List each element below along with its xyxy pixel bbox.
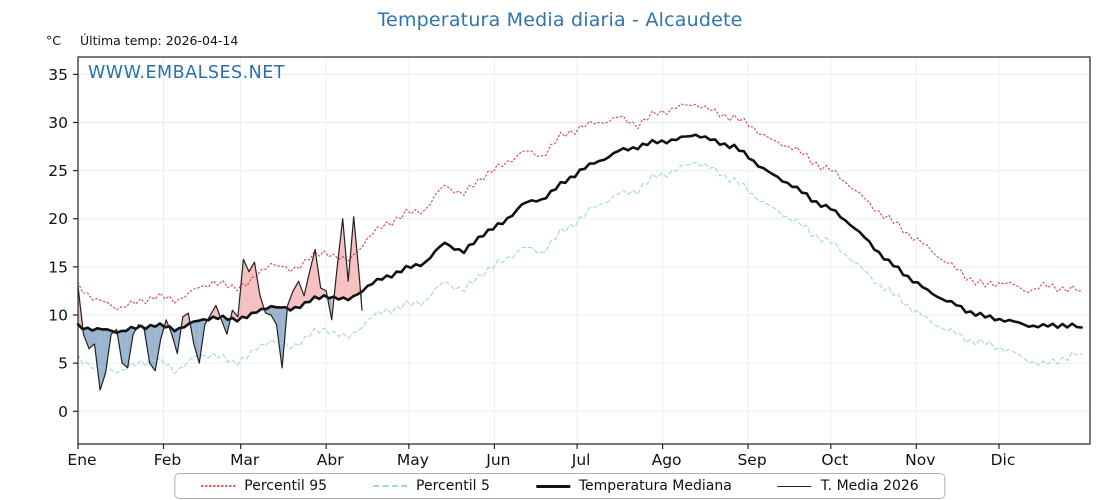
legend-label-mediana: Temperatura Mediana [578,478,732,494]
fill-above-median [249,262,255,316]
y-tick-label: 25 [48,162,68,180]
fill-below-median [193,321,200,364]
y-tick-label: 0 [58,403,68,421]
y-tick-label: 30 [48,114,68,132]
fill-above-median [309,249,316,301]
line-percentil-95 [77,103,1083,311]
plot-border [77,56,1091,445]
fill-below-median [83,327,89,349]
legend-sample-percentil-5-line [373,485,408,487]
line-t-media-2026 [77,216,363,391]
y-tick-label: 10 [48,307,68,325]
fill-below-median [155,324,161,371]
chart-title: Temperatura Media diaria - Alcaudete [377,9,743,31]
legend-item-tmedia-2026: T. Media 2026 [777,478,919,494]
x-tick-label: Feb [154,451,181,469]
legend-sample-percentil-95-line [201,485,236,487]
x-tick-label: Dic [991,451,1016,469]
x-tick-label: Oct [821,451,848,469]
fill-below-median [122,329,128,368]
line-percentil-5 [77,161,1083,375]
x-tick-label: Ene [67,451,96,469]
watermark: WWW.EMBALSES.NET [88,63,286,83]
y-tick-label: 5 [58,355,68,373]
legend-sample-mediana-line [535,484,570,488]
x-tick-label: May [397,451,429,469]
last-temp-label: Última temp: 2026-04-14 [80,33,239,48]
x-tick-label: Abr [317,451,344,469]
legend-label-percentil-5: Percentil 5 [416,478,490,494]
y-tick-label: 15 [48,258,68,276]
x-tick-label: Mar [230,451,260,469]
fill-below-median [177,316,183,354]
x-tick-label: Ago [652,451,682,469]
legend-item-mediana: Temperatura Mediana [535,478,732,494]
x-tick-label: Jun [485,451,510,469]
legend-label-percentil-95: Percentil 95 [244,478,328,494]
fill-above-median [243,259,249,318]
fill-below-median [100,329,106,391]
x-tick-label: Sep [737,451,766,469]
legend-label-tmedia-2026: T. Media 2026 [820,478,919,494]
line-temperatura-mediana [76,133,1083,335]
y-tick-label: 20 [48,210,68,228]
y-tick-label: 35 [48,66,68,84]
fill-below-median [271,305,277,325]
fill-above-median [298,281,305,307]
x-tick-label: Jul [571,451,591,469]
y-axis-unit-label: °C [46,33,61,48]
fill-below-median [89,328,95,349]
fill-above-median [293,281,299,309]
x-tick-label: Nov [905,451,935,469]
legend: Percentil 95 Percentil 5 Temperatura Med… [174,473,946,499]
legend-sample-tmedia-2026-line [777,485,812,487]
fill-above-median [254,262,260,314]
legend-item-percentil-95: Percentil 95 [201,478,327,494]
legend-item-percentil-5: Percentil 5 [373,478,490,494]
